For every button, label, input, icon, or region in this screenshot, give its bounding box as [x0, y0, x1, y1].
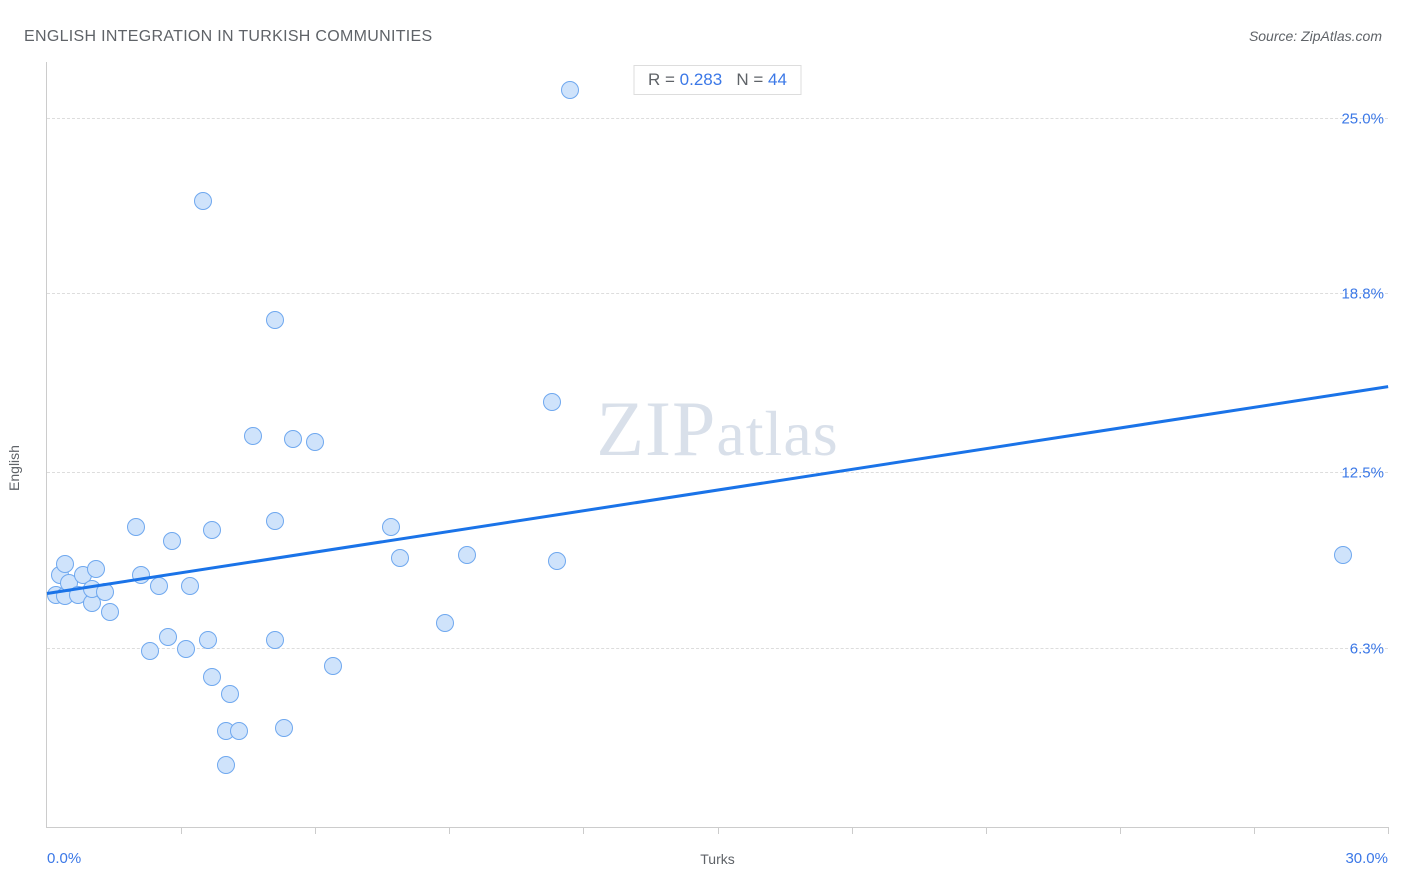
data-point — [266, 631, 284, 649]
x-tick — [986, 827, 987, 834]
data-point — [101, 603, 119, 621]
gridline — [47, 648, 1388, 649]
data-point — [266, 512, 284, 530]
x-tick — [1120, 827, 1121, 834]
data-point — [548, 552, 566, 570]
y-axis-label: English — [6, 445, 22, 491]
n-label: N = — [736, 70, 768, 89]
data-point — [217, 756, 235, 774]
data-point — [150, 577, 168, 595]
data-point — [159, 628, 177, 646]
data-point — [1334, 546, 1352, 564]
gridline — [47, 472, 1388, 473]
gridline — [47, 118, 1388, 119]
data-point — [391, 549, 409, 567]
data-point — [284, 430, 302, 448]
chart-title: ENGLISH INTEGRATION IN TURKISH COMMUNITI… — [24, 28, 432, 45]
y-tick-label: 18.8% — [1341, 286, 1384, 303]
x-tick — [449, 827, 450, 834]
x-tick — [583, 827, 584, 834]
chart-container: English ZIPatlas R = 0.283 N = 44 Turks … — [18, 62, 1388, 874]
x-tick — [1254, 827, 1255, 834]
data-point — [127, 518, 145, 536]
x-tick — [1388, 827, 1389, 834]
data-point — [141, 642, 159, 660]
data-point — [543, 393, 561, 411]
data-point — [244, 427, 262, 445]
data-point — [221, 685, 239, 703]
data-point — [458, 546, 476, 564]
data-point — [382, 518, 400, 536]
x-axis-label: Turks — [700, 851, 734, 867]
data-point — [181, 577, 199, 595]
x-max-label: 30.0% — [1345, 850, 1388, 867]
data-point — [306, 433, 324, 451]
data-point — [203, 668, 221, 686]
y-tick-label: 6.3% — [1350, 640, 1384, 657]
r-value: 0.283 — [680, 70, 723, 89]
chart-source: Source: ZipAtlas.com — [1249, 28, 1382, 44]
data-point — [561, 81, 579, 99]
x-tick — [718, 827, 719, 834]
n-value: 44 — [768, 70, 787, 89]
chart-header: ENGLISH INTEGRATION IN TURKISH COMMUNITI… — [24, 28, 1382, 58]
x-tick — [852, 827, 853, 834]
data-point — [199, 631, 217, 649]
data-point — [56, 555, 74, 573]
data-point — [203, 521, 221, 539]
gridline — [47, 293, 1388, 294]
data-point — [275, 719, 293, 737]
y-tick-label: 25.0% — [1341, 110, 1384, 127]
data-point — [163, 532, 181, 550]
data-point — [324, 657, 342, 675]
x-tick — [181, 827, 182, 834]
trend-line — [47, 385, 1388, 595]
x-tick — [315, 827, 316, 834]
stats-box: R = 0.283 N = 44 — [633, 65, 802, 95]
data-point — [87, 560, 105, 578]
y-tick-label: 12.5% — [1341, 464, 1384, 481]
data-point — [194, 192, 212, 210]
r-label: R = — [648, 70, 680, 89]
data-point — [436, 614, 454, 632]
plot-area: ZIPatlas R = 0.283 N = 44 Turks 0.0% 30.… — [46, 62, 1388, 828]
x-min-label: 0.0% — [47, 850, 81, 867]
data-point — [266, 311, 284, 329]
data-point — [177, 640, 195, 658]
watermark: ZIPatlas — [596, 384, 838, 474]
data-point — [230, 722, 248, 740]
